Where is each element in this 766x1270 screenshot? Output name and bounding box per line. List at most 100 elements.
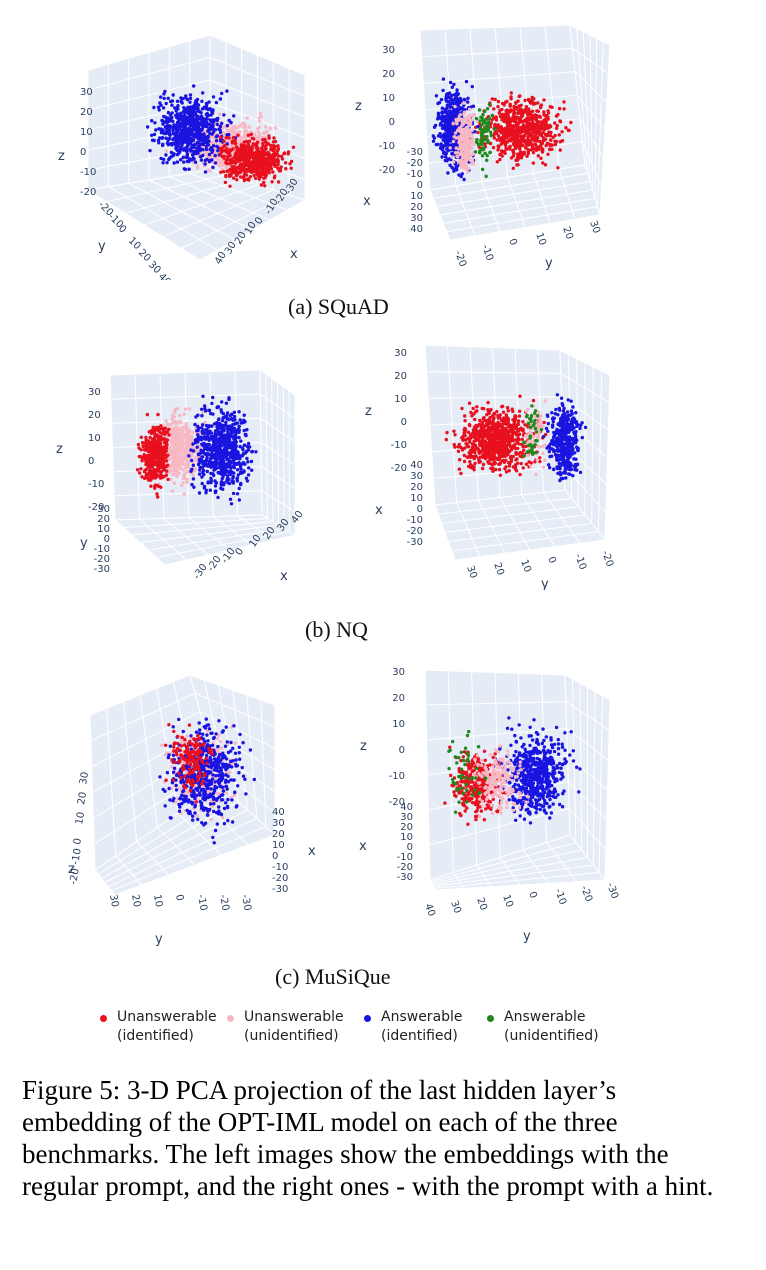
z-tick-label: -10 <box>379 141 395 152</box>
scatter-point <box>177 471 181 476</box>
scatter-point <box>216 162 220 167</box>
scatter-point <box>192 469 197 473</box>
scatter-point <box>184 465 189 470</box>
scatter-point <box>187 167 191 171</box>
scatter-point <box>522 448 526 452</box>
scatter-point <box>549 138 553 142</box>
scatter-point <box>466 133 470 137</box>
scatter-point <box>203 446 207 450</box>
scatter-point <box>148 435 152 440</box>
scatter-point <box>445 137 449 141</box>
scatter-point <box>200 414 204 418</box>
scatter-point <box>187 118 191 122</box>
scatter-point <box>242 150 247 154</box>
scatter-point <box>228 167 232 172</box>
scatter-point <box>194 459 198 463</box>
scatter-point <box>276 144 280 148</box>
scatter-point <box>528 124 533 129</box>
nq-left-3d-scatter: 30 20 10 0 -10 -20 z 30 20 10 0 -10 -20 -30 y -30 -20 -10… <box>40 340 360 590</box>
scatter-point <box>227 417 231 422</box>
scatter-point <box>230 448 235 453</box>
scatter-point <box>444 95 448 99</box>
scatter-point <box>546 111 551 115</box>
scatter-point <box>139 435 143 439</box>
scatter-point <box>247 157 251 162</box>
scatter-point <box>197 458 201 462</box>
scatter-point <box>238 444 242 449</box>
scatter-point <box>252 132 257 136</box>
scatter-point <box>219 170 223 174</box>
scatter-point <box>193 105 198 110</box>
scatter-point <box>176 136 180 140</box>
scatter-point <box>243 122 247 126</box>
scatter-point <box>203 404 207 408</box>
scatter-point <box>503 151 507 155</box>
scatter-point <box>236 170 240 174</box>
scatter-point <box>195 429 199 433</box>
scatter-point <box>237 424 241 429</box>
scatter-point <box>242 166 246 170</box>
scatter-point <box>448 163 452 167</box>
scatter-point <box>208 437 212 441</box>
scatter-point <box>501 416 506 421</box>
scatter-point <box>440 106 444 110</box>
scatter-point <box>216 116 220 121</box>
scatter-point <box>246 142 250 146</box>
scatter-point <box>220 471 224 475</box>
scatter-point <box>231 464 235 469</box>
scatter-point <box>171 128 175 133</box>
scatter-point <box>280 157 285 161</box>
scatter-point <box>524 126 529 130</box>
scatter-point <box>518 94 522 98</box>
scatter-point <box>503 117 507 121</box>
scatter-point <box>185 480 189 484</box>
scatter-point <box>526 151 530 156</box>
scatter-point <box>501 141 505 145</box>
scatter-point <box>172 452 176 456</box>
scatter-point <box>164 455 168 459</box>
scatter-point <box>237 453 241 458</box>
scatter-point <box>165 116 169 121</box>
scatter-point <box>200 99 204 104</box>
scatter-point <box>451 122 455 126</box>
scatter-point <box>486 128 490 132</box>
scatter-point <box>477 108 482 112</box>
y-tick-label: -20 <box>94 554 110 565</box>
scatter-point <box>192 84 196 88</box>
scatter-point <box>204 452 208 456</box>
scatter-point <box>530 109 535 114</box>
scatter-point <box>453 135 457 139</box>
scatter-point <box>246 448 251 452</box>
scatter-point <box>453 104 457 109</box>
scatter-point <box>191 156 195 160</box>
scatter-point <box>246 441 251 446</box>
scatter-point <box>508 102 512 106</box>
scatter-point <box>469 153 474 157</box>
scatter-point <box>185 148 189 153</box>
scatter-point <box>530 95 534 100</box>
scatter-point <box>234 151 238 155</box>
scatter-point <box>208 169 212 173</box>
scatter-point <box>220 400 224 404</box>
scatter-point <box>455 88 459 92</box>
scatter-point <box>221 459 226 463</box>
scatter-point <box>183 407 188 411</box>
scatter-point <box>216 159 220 163</box>
scatter-point <box>542 98 546 102</box>
scatter-point <box>175 99 180 104</box>
scatter-point <box>245 445 250 449</box>
scatter-point <box>220 419 225 423</box>
scatter-point <box>519 150 523 154</box>
scatter-point <box>203 420 207 424</box>
scatter-point <box>519 156 524 160</box>
scatter-point <box>222 113 226 117</box>
scatter-point <box>496 134 501 138</box>
scatter-point <box>222 156 226 160</box>
scatter-point <box>267 161 272 165</box>
scatter-point <box>464 155 468 159</box>
scatter-point <box>531 150 536 155</box>
scatter-point <box>150 119 154 123</box>
scatter-point <box>177 457 181 461</box>
scatter-point <box>213 429 218 433</box>
scatter-point <box>209 476 213 480</box>
